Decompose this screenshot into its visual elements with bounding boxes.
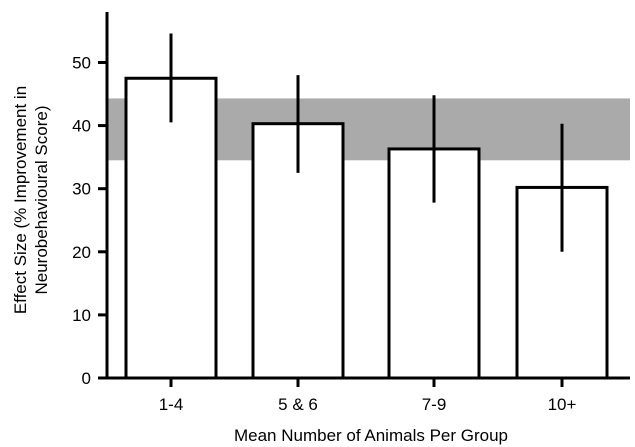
y-axis-title-line-2: Neurobehavioural Score) <box>32 106 51 295</box>
bar-1 <box>124 76 218 380</box>
x-tick-label: 1-4 <box>159 395 184 414</box>
x-axis-title: Mean Number of Animals Per Group <box>234 426 508 445</box>
x-tick-label: 5 & 6 <box>278 395 318 414</box>
x-ticks-group: 1-4 5 & 6 7-9 10+ <box>159 378 577 414</box>
x-tick-label: 7-9 <box>422 395 447 414</box>
y-tick-label: 10 <box>72 306 91 325</box>
y-tick-label: 20 <box>72 243 91 262</box>
error-bars-group <box>169 33 564 252</box>
y-ticks-group: 0 10 20 30 40 50 <box>72 53 107 388</box>
x-tick-label: 10+ <box>548 395 577 414</box>
y-tick-label: 40 <box>72 117 91 136</box>
y-tick-label: 30 <box>72 180 91 199</box>
y-tick-label: 0 <box>82 369 91 388</box>
y-axis-title-line-1: Effect Size (% Improvement in <box>11 86 30 314</box>
y-tick-label: 50 <box>72 53 91 72</box>
